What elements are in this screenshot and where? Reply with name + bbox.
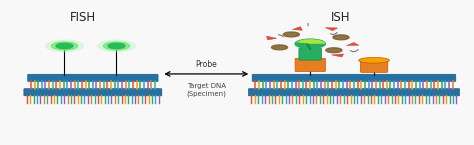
Polygon shape <box>292 27 302 30</box>
FancyBboxPatch shape <box>248 89 460 96</box>
Ellipse shape <box>359 57 390 63</box>
Text: ISH: ISH <box>331 11 351 24</box>
Text: Probe: Probe <box>195 60 217 69</box>
Polygon shape <box>331 54 344 57</box>
Circle shape <box>108 43 125 49</box>
FancyBboxPatch shape <box>299 48 321 60</box>
Circle shape <box>333 35 349 40</box>
Circle shape <box>51 42 78 50</box>
Circle shape <box>295 39 325 48</box>
Circle shape <box>283 32 300 37</box>
FancyBboxPatch shape <box>252 74 456 81</box>
FancyBboxPatch shape <box>24 89 162 96</box>
Circle shape <box>272 45 288 50</box>
Polygon shape <box>325 28 337 31</box>
FancyBboxPatch shape <box>360 60 388 72</box>
FancyBboxPatch shape <box>295 58 325 72</box>
Polygon shape <box>266 36 277 40</box>
Polygon shape <box>346 42 359 46</box>
Circle shape <box>326 48 342 53</box>
Circle shape <box>98 40 136 52</box>
Circle shape <box>46 40 83 52</box>
Text: Target DNA
(Specimen): Target DNA (Specimen) <box>186 83 226 97</box>
Wedge shape <box>296 39 325 44</box>
Circle shape <box>56 43 73 49</box>
FancyBboxPatch shape <box>27 74 158 81</box>
Circle shape <box>103 42 130 50</box>
Text: FISH: FISH <box>70 11 97 24</box>
